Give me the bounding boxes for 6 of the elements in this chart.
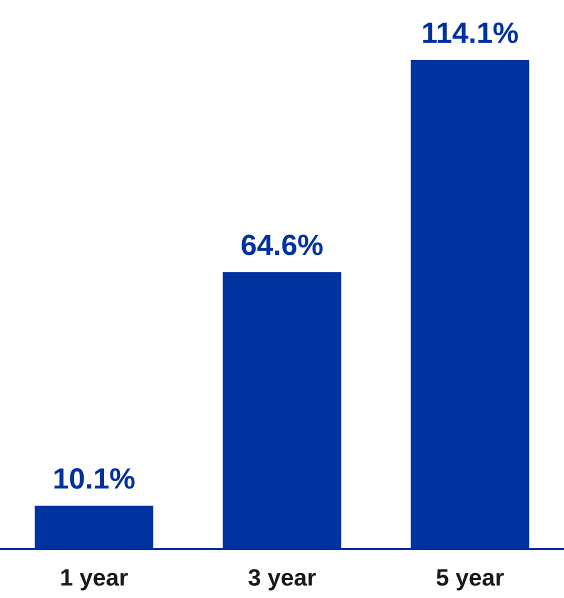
data-label: 114.1% <box>423 22 518 44</box>
x-tick-label: 3 year <box>248 569 316 590</box>
data-label: 10.1% <box>54 468 135 489</box>
x-tick-label: 5 year <box>436 569 504 590</box>
x-tick-label: 1 year <box>61 569 128 590</box>
data-label: 64.6% <box>242 234 323 256</box>
